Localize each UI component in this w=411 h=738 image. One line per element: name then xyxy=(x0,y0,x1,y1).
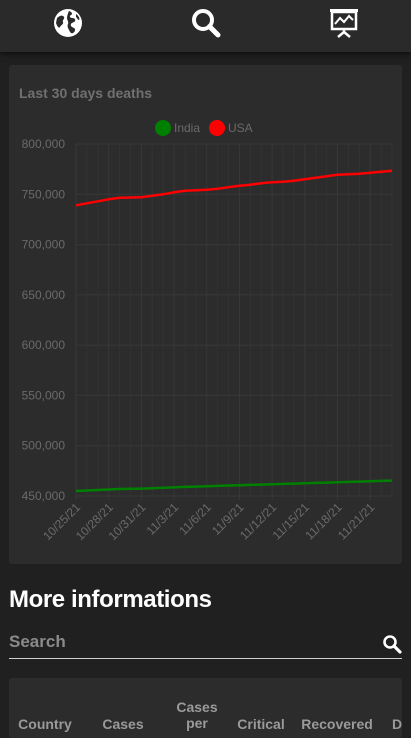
column-header-cases-per[interactable]: Cases per xyxy=(176,699,218,731)
chart-title: Last 30 days deaths xyxy=(19,85,153,101)
column-header-recovered[interactable]: Recovered xyxy=(301,716,373,732)
search-icon[interactable] xyxy=(190,7,222,39)
globe-icon[interactable] xyxy=(52,7,84,39)
legend-marker-india xyxy=(155,120,171,136)
column-header-critical[interactable]: Critical xyxy=(237,716,285,732)
y-tick-label: 600,000 xyxy=(22,338,66,352)
section-title: More informations xyxy=(9,586,212,613)
y-tick-label: 550,000 xyxy=(22,388,66,402)
legend-label-usa: USA xyxy=(228,121,253,135)
y-tick-label: 450,000 xyxy=(22,489,66,503)
series-line-usa xyxy=(75,169,393,207)
legend-marker-usa xyxy=(209,120,225,136)
x-tick-label: 11/3/21 xyxy=(144,500,182,538)
search-bar xyxy=(9,628,402,659)
y-tick-label: 800,000 xyxy=(22,137,66,151)
search-icon[interactable] xyxy=(382,634,402,654)
x-tick-label: 11/6/21 xyxy=(176,500,214,538)
top-navigation xyxy=(0,0,411,52)
chart-card: Last 30 days deaths 800,000 750,000 700,00… xyxy=(9,65,402,564)
data-table: Country Cases Cases per Critical Recover… xyxy=(9,678,402,738)
y-tick-label: 650,000 xyxy=(22,288,66,302)
column-header-cases[interactable]: Cases xyxy=(102,716,144,732)
series-line-india xyxy=(75,479,393,493)
search-input[interactable] xyxy=(9,628,369,656)
column-header-deaths[interactable]: D xyxy=(391,716,402,732)
legend-label-india: India xyxy=(174,121,200,135)
column-header-country[interactable]: Country xyxy=(18,716,72,732)
chart-presentation-icon[interactable] xyxy=(328,7,360,39)
y-tick-label: 700,000 xyxy=(22,238,66,252)
deaths-line-chart: 800,000 750,000 700,000 650,000 600,000 550,0… xyxy=(22,120,393,543)
x-tick-label: 11/21/21 xyxy=(335,500,378,543)
y-tick-label: 500,000 xyxy=(22,439,66,453)
y-tick-label: 750,000 xyxy=(22,187,66,201)
